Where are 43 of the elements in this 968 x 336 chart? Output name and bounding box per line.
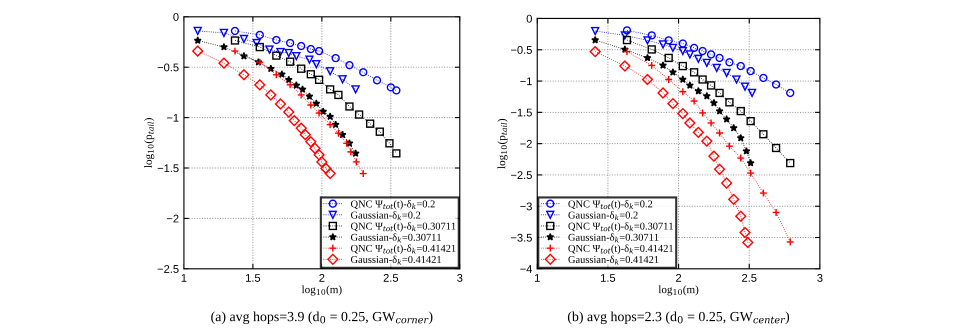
- x-tick-label: 2.5: [742, 274, 756, 282]
- y-tick-label: −2.5: [158, 265, 179, 273]
- y-tick-label: −2.5: [510, 171, 532, 180]
- legend-label: QNC Ψ$_{tot}$(t)-δ$_{k}$=0.41421: [350, 244, 456, 254]
- y-tick-label: −3.5: [510, 234, 532, 242]
- legend-label: QNC Ψ$_{tot}$(t)-δ$_{k}$=0.2: [350, 200, 435, 210]
- legend-label: QNC Ψ$_{tot}$(t)-δ$_{k}$=0.41421: [568, 244, 673, 254]
- x-tick-label: 3: [817, 274, 822, 282]
- y-tick-label: −1.5: [158, 164, 179, 172]
- legend-label: QNC Ψ$_{tot}$(t)-δ$_{k}$=0.2: [568, 200, 652, 210]
- legend-label: QNC Ψ$_{tot}$(t)-δ$_{k}$=0.30711: [568, 222, 673, 232]
- x-tick-label: 1.5: [246, 274, 260, 282]
- y-tick-label: 0: [526, 14, 532, 23]
- y-tick-label: −1: [520, 77, 532, 86]
- y-axis-title: log$_{10}$(p$_{tail}$): [144, 118, 154, 168]
- text: (b) avg hops=2.3 (d$_{0}$ = 0.25, GW$_{center}$): [568, 311, 790, 324]
- x-tick-label: 2.5: [384, 274, 398, 282]
- legend-label: Gaussian-δ$_{k}$=0.41421: [568, 256, 658, 265]
- y-tick-label: 0: [173, 13, 179, 21]
- legend-label: Gaussian-δ$_{k}$=0.2: [350, 211, 420, 220]
- y-tick-label: −0.5: [158, 63, 179, 72]
- legend-label: Gaussian-δ$_{k}$=0.30711: [350, 233, 441, 242]
- x-axis-title: log$_{10}$(m): [658, 285, 698, 296]
- x-axis-title: log$_{10}$(m): [302, 285, 342, 296]
- legend-label: Gaussian-δ$_{k}$=0.30711: [568, 233, 658, 242]
- text: (a) avg hops=3.9 (d$_{0}$ = 0.25, GW$_{corner}$): [211, 311, 432, 324]
- x-tick-label: 1: [535, 274, 540, 282]
- y-tick-label: −2: [520, 140, 532, 148]
- x-tick-label: 1: [182, 274, 186, 282]
- legend-label: QNC Ψ$_{tot}$(t)-δ$_{k}$=0.30711: [350, 222, 456, 232]
- y-axis-title: log$_{10}$(p$_{tail}$): [497, 118, 508, 169]
- x-tick-label: 3: [457, 274, 462, 282]
- x-tick-label: 2: [676, 274, 682, 282]
- y-tick-label: −1.5: [510, 108, 532, 116]
- y-tick-label: −2: [166, 214, 178, 222]
- x-tick-label: 2: [319, 274, 324, 282]
- x-tick-label: 1.5: [601, 274, 616, 282]
- y-tick-label: −0.5: [510, 46, 532, 54]
- legend-label: Gaussian-δ$_{k}$=0.41421: [350, 256, 441, 265]
- y-tick-label: −3: [520, 202, 532, 210]
- y-tick-label: −1: [166, 114, 179, 122]
- y-tick-label: −4: [520, 265, 532, 273]
- legend-label: Gaussian-δ$_{k}$=0.2: [568, 211, 638, 220]
